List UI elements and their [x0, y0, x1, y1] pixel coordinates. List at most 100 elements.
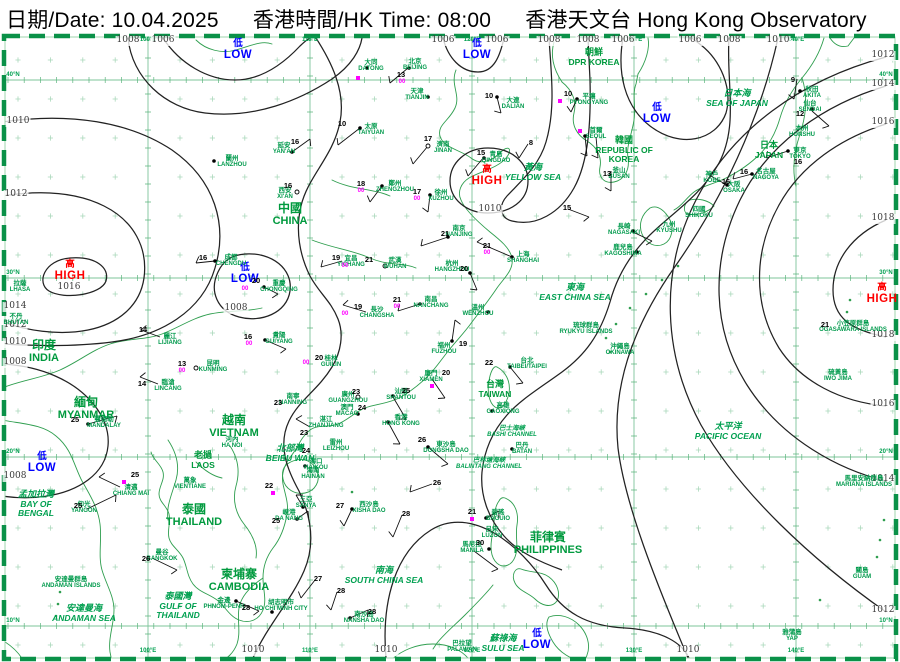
city-station-label: 雷州 LEIZHOU — [323, 439, 349, 453]
label-en: TAIBEI/TAIPEI — [507, 364, 547, 371]
label-en: YAP — [786, 636, 798, 643]
temperature-value: 21 — [364, 255, 374, 264]
temperature-value: 9 — [790, 75, 796, 84]
coastline — [637, 37, 649, 75]
station-dot — [262, 285, 266, 289]
temperature-value: 16 — [721, 177, 731, 186]
label-zh: 越南 — [221, 413, 246, 427]
wind-barb — [397, 303, 421, 312]
wind-barb — [366, 185, 383, 203]
isobar-value-label: 1006 — [677, 35, 703, 46]
city-station-label: 廈門 XIAMEN — [419, 370, 442, 384]
label-en: BHUTAN — [3, 320, 29, 327]
label-en: GULF OF THAILAND — [156, 600, 200, 621]
isobar-value-label: 1016 — [870, 399, 896, 410]
label-en: GUANGZHOU — [328, 398, 368, 405]
temperature-value: 24 — [301, 446, 311, 455]
label-en: MYANMAR — [57, 409, 115, 422]
longitude-label: 100°E — [139, 648, 157, 654]
label-en: CHENGDU — [215, 261, 247, 268]
wind-barb — [509, 366, 524, 385]
city-station-label: 拉薩 LHASA — [10, 280, 31, 294]
island-label: 琉球群島 RYUKYU ISLANDS — [559, 322, 612, 336]
temperature-value: 16 — [290, 137, 300, 146]
station-dot — [510, 447, 514, 451]
wind-barb — [765, 150, 789, 159]
city-station-label: 峴港 DA NANG — [275, 509, 303, 523]
station-dot — [450, 339, 454, 343]
city-station-label: 麗江 LIJIANG — [158, 333, 182, 347]
city-station-label: 貴陽 GUIYANG — [265, 332, 292, 346]
dewpoint-value: 00 — [483, 250, 491, 256]
label-zh: 黃海 — [523, 162, 543, 172]
latitude-label: 40°N — [879, 72, 893, 78]
label-zh: 廣州 — [341, 391, 355, 398]
city-station-label: 大同 DATONG — [358, 59, 383, 73]
isobar-line — [832, 219, 887, 338]
sea-label: 巴士海峽 BASHI CHANNEL — [487, 425, 537, 439]
city-station-label: 溫州 WENZHOU — [463, 304, 494, 318]
country-label: 日本 JAPAN — [755, 140, 783, 160]
label-en: LEIZHOU — [322, 446, 350, 453]
isobar-value-label: 1018 — [870, 330, 896, 341]
label-zh: 老撾 — [193, 450, 212, 460]
label-zh: 太平洋 — [714, 421, 742, 431]
station-dot — [468, 271, 472, 275]
temperature-value: 19 — [331, 253, 341, 262]
label-en: INDIA — [29, 352, 59, 365]
city-station-label: 仙台 SENDAI — [799, 100, 822, 114]
coastline — [195, 39, 273, 52]
label-zh: 低 — [37, 451, 47, 462]
label-zh: 泰國 — [181, 502, 206, 516]
city-station-label: 北京 BEIJING — [403, 58, 427, 72]
label-zh: 朝鮮 — [584, 47, 603, 57]
city-station-label: 南沙島 NANSHA DAO — [344, 611, 384, 625]
temperature-value: 20 — [314, 353, 324, 362]
label-zh: 秋田 — [805, 86, 819, 93]
coastline — [5, 307, 263, 388]
island-dot — [56, 602, 60, 606]
label-en: SHIKOKU — [685, 213, 713, 220]
isobar-value-label: 1008 — [2, 471, 28, 482]
isobar-line — [5, 363, 109, 499]
country-label: 泰國 THAILAND — [166, 502, 222, 528]
city-station-label: 東京 TOKYO — [789, 147, 810, 161]
label-zh: 馬尼拉 — [462, 541, 482, 548]
city-station-label: 徐州 XUZHOU — [428, 189, 453, 203]
station-dot — [635, 250, 639, 254]
isobar-line — [252, 37, 342, 658]
temperature-value: 25 — [70, 415, 80, 424]
isobar-value-label: 1010 — [240, 645, 266, 656]
low-pressure-center: 低 LOW — [523, 628, 551, 652]
city-station-label: 平壤 PYONGYANG — [570, 93, 608, 107]
island-label: 呂宋 LUZON — [482, 526, 503, 540]
isobar-value-label: 1010 — [373, 645, 399, 656]
station-dot — [482, 156, 486, 160]
label-zh: 三亞 — [299, 496, 313, 503]
temperature-value: 28 — [241, 603, 251, 612]
coastline — [225, 577, 264, 658]
wind-barb — [465, 156, 485, 177]
label-zh: 澳門 — [340, 404, 354, 411]
temperature-value: 21 — [820, 320, 830, 329]
station-dot — [810, 107, 814, 111]
isobar-value-label: 1006 — [430, 35, 456, 46]
island-dot — [848, 298, 852, 302]
label-en: LHASA — [9, 287, 31, 294]
sea-label: 蘇祿海 SULU SEA — [482, 633, 525, 653]
wind-barb — [632, 231, 653, 246]
label-en: HAIKOU — [304, 465, 328, 472]
coastline — [490, 497, 518, 567]
isobar-value-label: 1006 — [150, 35, 176, 46]
label-zh: 廈門 — [424, 370, 438, 377]
coastline — [487, 366, 510, 409]
label-zh: 西沙島 — [359, 501, 379, 508]
sea-station-temperature: 28 — [401, 509, 411, 518]
coastline — [683, 198, 715, 215]
label-en: XISHA DAO — [352, 508, 386, 515]
island-dot — [54, 614, 58, 618]
label-en: KAGOSHIMA — [604, 251, 642, 258]
longitude-label: 130°E — [625, 648, 643, 654]
isobar-line — [213, 253, 291, 320]
label-zh: 胡志明市 — [268, 599, 294, 606]
